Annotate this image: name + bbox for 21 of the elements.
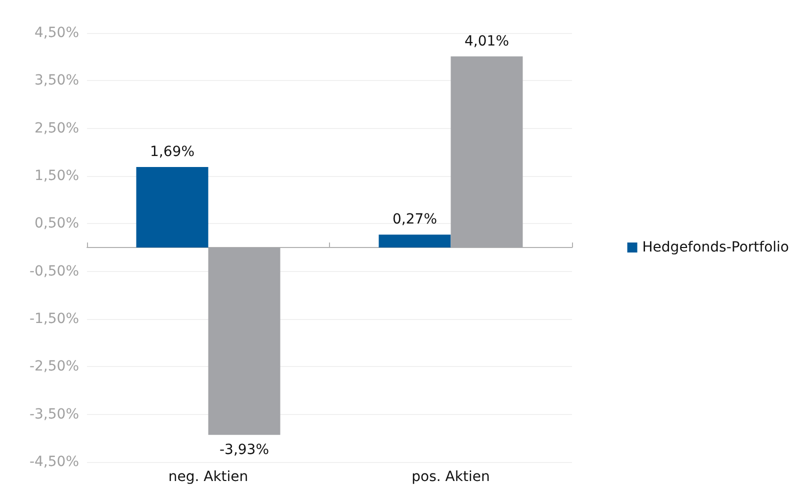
y-tick-label: 2,50%	[34, 120, 79, 136]
y-tick-label: 1,50%	[34, 168, 79, 184]
y-tick-label: -1,50%	[29, 311, 79, 327]
y-tick-label: -4,50%	[29, 454, 79, 470]
data-label: 1,69%	[150, 144, 194, 160]
bar	[136, 166, 208, 248]
y-tick-label: 0,50%	[34, 216, 79, 232]
bar	[450, 56, 523, 248]
legend-label: Hedgefonds-Portfolio	[642, 240, 790, 256]
y-tick-label: -0,50%	[29, 263, 79, 280]
data-label: 4,01%	[464, 33, 509, 50]
data-label: 0,27%	[392, 212, 437, 228]
y-tick-label: -2,50%	[29, 358, 79, 375]
y-tick-label: -3,50%	[29, 406, 79, 422]
bar	[208, 248, 280, 435]
y-tick-label: 3,50%	[34, 72, 79, 89]
x-tick-label: neg. Aktien	[168, 469, 248, 485]
y-tick-label: 4,50%	[34, 25, 79, 41]
bar	[378, 234, 451, 248]
x-tick-label: pos. Aktien	[412, 469, 490, 485]
data-label: -3,93%	[219, 442, 270, 458]
